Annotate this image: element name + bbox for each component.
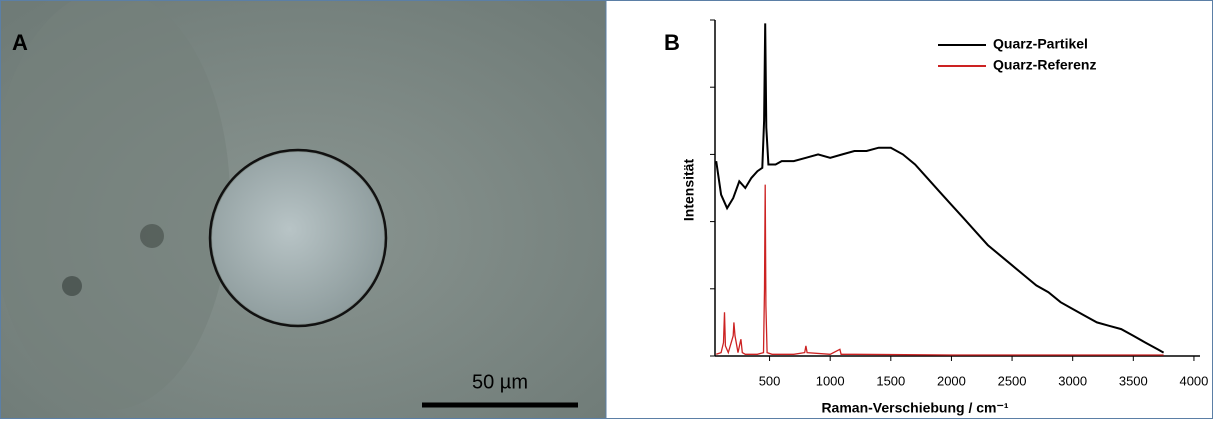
x-tick-label: 500	[759, 373, 781, 388]
particle	[212, 152, 384, 324]
texture	[62, 276, 82, 296]
panel-label: A	[12, 30, 28, 55]
legend-label: Quarz-Partikel	[993, 36, 1088, 52]
particle-outline	[208, 148, 388, 328]
data-line	[715, 23, 1165, 354]
y-axis-label: Intensität	[681, 159, 697, 222]
x-tick-label: 3000	[1058, 373, 1087, 388]
panel-a: A 50 µm	[0, 0, 606, 419]
x-tick-label: 4000	[1179, 373, 1208, 388]
x-tick-label: 1500	[876, 373, 905, 388]
data-line	[715, 184, 1164, 356]
x-axis-label: Raman-Verschiebung / cm⁻¹	[821, 400, 1008, 416]
x-tick-label: 2000	[937, 373, 966, 388]
x-tick-label: 2500	[998, 373, 1027, 388]
x-tick-label: 3500	[1119, 373, 1148, 388]
panel-b: B Intensität Raman-Verschiebung / cm⁻¹ 5…	[664, 19, 1208, 416]
scale-bar-label: 50 µm	[472, 371, 528, 393]
texture	[140, 224, 164, 248]
panel-label: B	[664, 30, 680, 55]
legend-label: Quarz-Referenz	[993, 57, 1096, 73]
texture	[0, 0, 230, 410]
x-tick-label: 1000	[816, 373, 845, 388]
